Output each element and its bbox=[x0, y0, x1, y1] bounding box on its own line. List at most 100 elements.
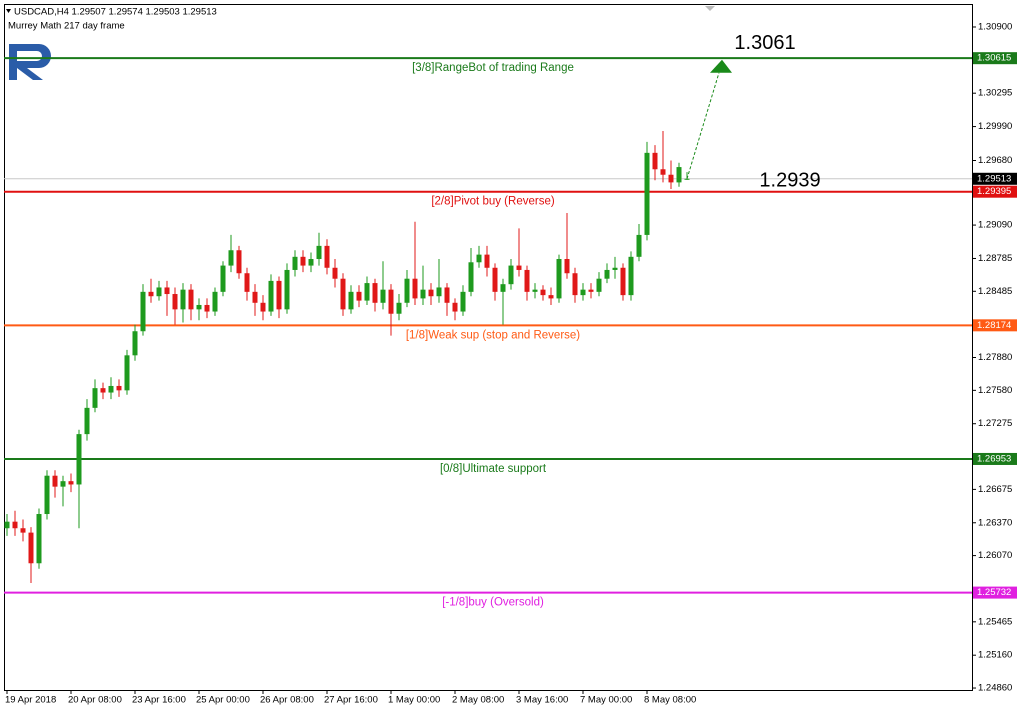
level-text: [-1/8]buy (Oversold) bbox=[442, 597, 544, 609]
candle-body bbox=[212, 291, 218, 312]
candle bbox=[636, 223, 642, 262]
candle-body bbox=[452, 302, 458, 312]
candle-body bbox=[324, 245, 330, 268]
candle-body bbox=[12, 521, 18, 529]
candle-body bbox=[532, 289, 538, 292]
candle-body bbox=[260, 302, 266, 312]
candle bbox=[620, 263, 626, 301]
candle-body bbox=[612, 267, 618, 270]
candle-body bbox=[556, 259, 562, 299]
candle bbox=[668, 160, 674, 189]
candle-body bbox=[268, 280, 274, 312]
candle-body bbox=[660, 169, 666, 175]
arrow-head bbox=[710, 59, 732, 73]
candle-body bbox=[4, 521, 10, 529]
candle bbox=[556, 254, 562, 303]
scroll-marker bbox=[705, 6, 715, 11]
candle bbox=[588, 283, 594, 299]
candle bbox=[244, 267, 250, 301]
x-tick-label: 3 May 16:00 bbox=[516, 695, 568, 706]
chart-subtitle: Murrey Math 217 day frame bbox=[8, 21, 125, 32]
level-price-label: 1.29395 bbox=[977, 186, 1011, 197]
candle-body bbox=[92, 388, 98, 408]
level-price-label: 1.25732 bbox=[977, 587, 1011, 598]
candle-body bbox=[636, 234, 642, 257]
candle bbox=[68, 473, 74, 493]
level-price-box bbox=[973, 185, 1017, 198]
candle-body bbox=[292, 256, 298, 270]
y-tick-label: 1.28485 bbox=[978, 286, 1012, 297]
candle bbox=[500, 278, 506, 325]
candle bbox=[532, 283, 538, 299]
candle bbox=[84, 399, 90, 441]
candle bbox=[660, 130, 666, 183]
candle bbox=[508, 259, 514, 290]
candle bbox=[268, 274, 274, 316]
candle bbox=[444, 283, 450, 316]
candle-body bbox=[164, 287, 170, 295]
candle bbox=[52, 470, 58, 498]
current-price-box bbox=[973, 172, 1017, 185]
level-price-label: 1.30615 bbox=[977, 53, 1011, 64]
candle-body bbox=[68, 481, 74, 485]
y-tick-label: 1.25160 bbox=[978, 650, 1012, 661]
candle bbox=[420, 265, 426, 305]
candle-body bbox=[644, 152, 650, 235]
candle bbox=[60, 475, 66, 507]
candle bbox=[172, 287, 178, 325]
candle-body bbox=[468, 262, 474, 292]
candle-body bbox=[628, 256, 634, 296]
target-label: 1.2939 bbox=[759, 170, 820, 192]
candle-body bbox=[204, 304, 210, 312]
level-price-box bbox=[973, 586, 1017, 599]
y-tick-label: 1.29990 bbox=[978, 121, 1012, 132]
candle bbox=[164, 280, 170, 316]
y-tick-label: 1.26070 bbox=[978, 550, 1012, 561]
level-price-label: 1.26953 bbox=[977, 453, 1011, 464]
candle-body bbox=[28, 532, 34, 564]
candle-body bbox=[540, 289, 546, 296]
y-tick-label: 1.25465 bbox=[978, 616, 1012, 627]
candle bbox=[28, 527, 34, 583]
candle bbox=[540, 285, 546, 301]
candle-body bbox=[52, 475, 58, 487]
candle bbox=[100, 382, 106, 400]
candle-body bbox=[428, 289, 434, 297]
candle bbox=[108, 377, 114, 400]
x-tick-label: 2 May 08:00 bbox=[452, 695, 504, 706]
candle-body bbox=[284, 269, 290, 310]
candle bbox=[148, 278, 154, 303]
candle bbox=[324, 239, 330, 275]
y-tick-label: 1.27880 bbox=[978, 352, 1012, 363]
y-tick-label: 1.30900 bbox=[978, 21, 1012, 32]
candle-body bbox=[132, 331, 138, 356]
candle bbox=[180, 283, 186, 323]
level-text: [2/8]Pivot buy (Reverse) bbox=[431, 196, 555, 208]
logo bbox=[9, 44, 51, 80]
x-tick-label: 19 Apr 2018 bbox=[5, 695, 56, 706]
candle-body bbox=[580, 289, 586, 296]
candle-body bbox=[316, 245, 322, 260]
candle-body bbox=[364, 283, 370, 301]
candle-body bbox=[668, 174, 674, 183]
y-tick-label: 1.30295 bbox=[978, 88, 1012, 99]
candle bbox=[188, 284, 194, 321]
candle-body bbox=[140, 291, 146, 332]
candle-body bbox=[180, 289, 186, 310]
candle bbox=[252, 284, 258, 316]
x-tick-label: 23 Apr 16:00 bbox=[132, 695, 186, 706]
candle bbox=[492, 263, 498, 301]
candle bbox=[468, 248, 474, 297]
candle bbox=[300, 250, 306, 273]
candle bbox=[372, 278, 378, 312]
candle-body bbox=[596, 278, 602, 292]
candle bbox=[596, 272, 602, 297]
target-label: 1.3061 bbox=[734, 32, 795, 54]
candle bbox=[12, 510, 18, 536]
level-price-box bbox=[973, 452, 1017, 465]
x-tick-label: 20 Apr 08:00 bbox=[68, 695, 122, 706]
candle-body bbox=[516, 265, 522, 270]
candle-body bbox=[196, 304, 202, 310]
candle bbox=[652, 145, 658, 181]
candle bbox=[476, 245, 482, 268]
